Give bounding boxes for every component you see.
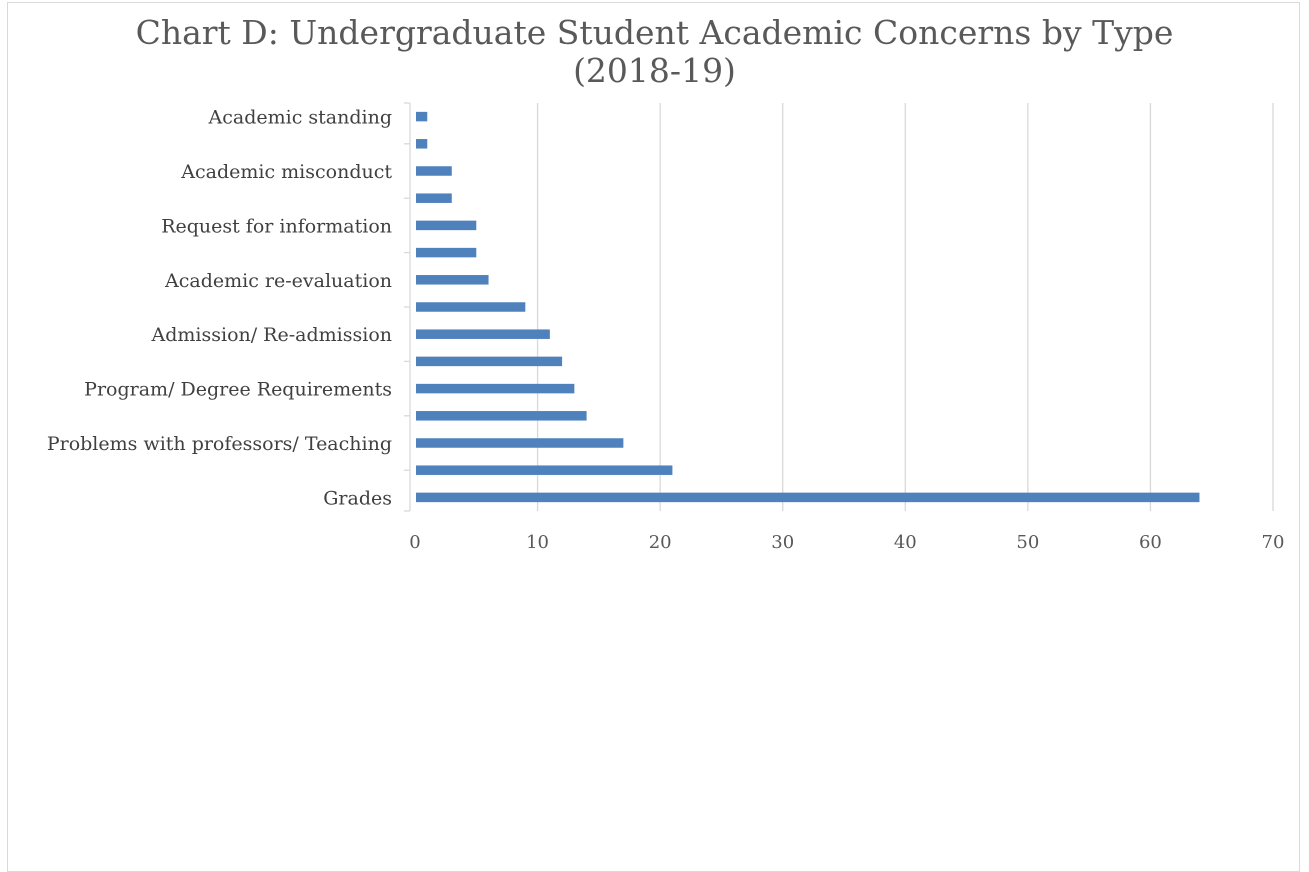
category-label: Problems with professors/ Teaching (47, 433, 392, 455)
x-tick-label: 50 (1016, 532, 1039, 553)
x-tick-label: 60 (1139, 532, 1162, 553)
bars (416, 111, 1200, 503)
category-label: Academic misconduct (180, 161, 392, 183)
bar (416, 275, 489, 285)
bar (416, 220, 477, 231)
category-label: Academic re-evaluation (164, 270, 392, 292)
x-tick-label: 0 (409, 532, 420, 553)
category-label: Request for information (161, 215, 392, 237)
chart-frame (7, 2, 1300, 872)
bar (416, 383, 575, 394)
bar (416, 111, 428, 122)
category-label: Program/ Degree Requirements (84, 379, 392, 401)
gridlines (536, 103, 1274, 511)
bar (416, 356, 563, 367)
bar (416, 329, 550, 339)
category-labels: Academic standing Academic misconduct Requ… (47, 107, 393, 510)
x-tick-label: 20 (649, 532, 672, 553)
bar (416, 465, 673, 475)
category-label: Admission/ Re-admission (151, 324, 392, 346)
category-axis (404, 102, 411, 512)
chart-title-line-2: (2018-19) (573, 51, 736, 90)
category-label: Grades (323, 487, 392, 509)
bar (416, 166, 452, 176)
chart-title: Chart D: Undergraduate Student Academic … (0, 14, 1309, 90)
bar (416, 247, 477, 258)
chart-title-line-1: Chart D: Undergraduate Student Academic … (135, 13, 1174, 52)
x-tick-label: 40 (894, 532, 917, 553)
category-label: Academic standing (208, 107, 392, 129)
x-tick-label: 10 (526, 532, 549, 553)
x-tick-label: 30 (771, 532, 794, 553)
x-tick-labels: 0 10 20 30 40 50 60 70 (409, 532, 1284, 553)
bar (416, 302, 526, 312)
x-tick-label: 70 (1262, 532, 1285, 553)
bar (416, 492, 1200, 503)
bar (416, 139, 428, 149)
bar (416, 193, 452, 203)
bar (416, 438, 624, 448)
bar (416, 411, 587, 421)
